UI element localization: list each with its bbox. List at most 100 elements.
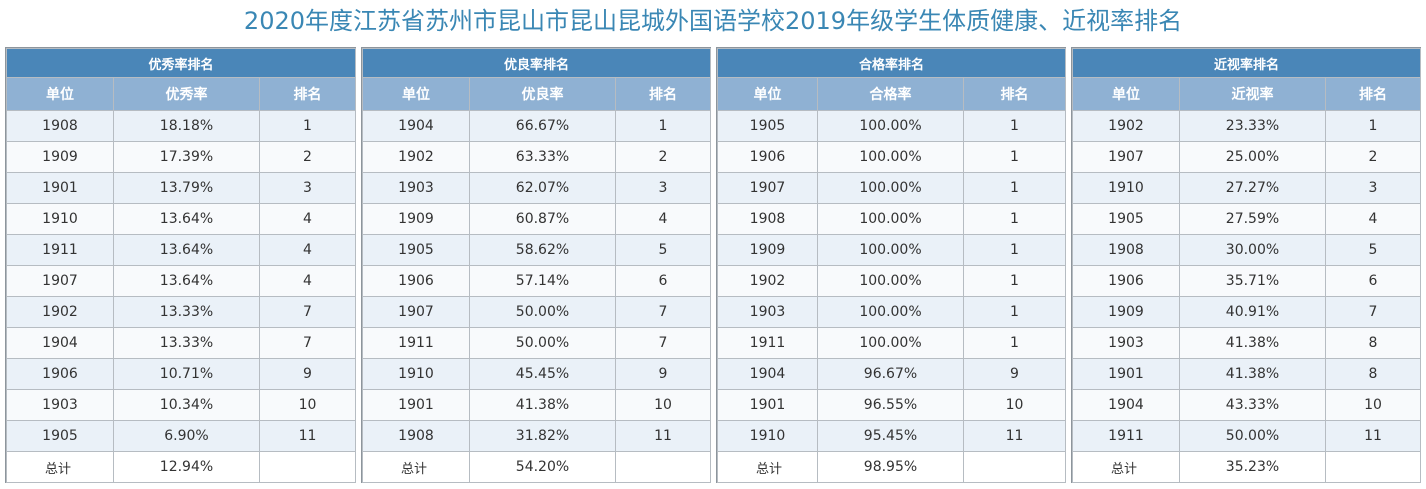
unit-cell: 1902 (717, 265, 818, 297)
rank-cell: 11 (258, 420, 357, 452)
rank-cell: 3 (614, 172, 712, 204)
column-header: 优良率 (469, 77, 616, 111)
table-row: 1911 100.00% 1 (717, 327, 1067, 359)
rate-cell: 41.38% (1179, 327, 1326, 359)
table-row: 1909 40.91% 7 (1072, 296, 1422, 328)
rate-cell: 100.00% (817, 265, 964, 297)
rank-cell: 10 (1324, 389, 1422, 421)
table-row: 1905 58.62% 5 (362, 234, 712, 266)
rank-cell: 8 (1324, 358, 1422, 390)
unit-cell: 1910 (1072, 172, 1180, 204)
rank-cell: 4 (258, 265, 357, 297)
table-row: 1907 50.00% 7 (362, 296, 712, 328)
unit-cell: 1910 (6, 203, 114, 235)
total-rank-empty (614, 451, 712, 483)
rate-cell: 60.87% (469, 203, 616, 235)
column-header: 排名 (962, 77, 1067, 111)
table-row: 1908 30.00% 5 (1072, 234, 1422, 266)
rate-cell: 17.39% (113, 141, 260, 173)
table-row: 1905 100.00% 1 (717, 110, 1067, 142)
unit-cell: 1909 (1072, 296, 1180, 328)
table-row: 1903 100.00% 1 (717, 296, 1067, 328)
section-title: 近视率排名 (1071, 48, 1422, 78)
column-header: 优秀率 (113, 77, 260, 111)
unit-cell: 1908 (6, 110, 114, 142)
table-row: 1901 41.38% 10 (362, 389, 712, 421)
rank-cell: 5 (1324, 234, 1422, 266)
unit-cell: 1907 (717, 172, 818, 204)
rate-cell: 25.00% (1179, 141, 1326, 173)
rank-cell: 6 (614, 265, 712, 297)
unit-cell: 1905 (1072, 203, 1180, 235)
unit-cell: 1901 (6, 172, 114, 204)
rate-cell: 13.33% (113, 327, 260, 359)
unit-cell: 1905 (6, 420, 114, 452)
column-header: 排名 (1324, 77, 1422, 111)
total-value: 54.20% (469, 451, 616, 483)
rank-cell: 11 (614, 420, 712, 452)
rate-cell: 100.00% (817, 172, 964, 204)
unit-cell: 1904 (717, 358, 818, 390)
column-header: 单位 (717, 77, 818, 111)
column-header: 单位 (1072, 77, 1180, 111)
unit-cell: 1907 (1072, 141, 1180, 173)
table-row: 1906 35.71% 6 (1072, 265, 1422, 297)
rate-cell: 57.14% (469, 265, 616, 297)
pass-rate-table: 合格率排名 单位 合格率 排名 1905 100.00% 1 1906 100.00% 1 1907… (716, 47, 1067, 483)
rate-cell: 43.33% (1179, 389, 1326, 421)
unit-cell: 1904 (6, 327, 114, 359)
unit-cell: 1904 (1072, 389, 1180, 421)
rate-cell: 95.45% (817, 420, 964, 452)
total-label: 总计 (362, 451, 470, 483)
rate-cell: 45.45% (469, 358, 616, 390)
rank-cell: 7 (614, 327, 712, 359)
rate-cell: 63.33% (469, 141, 616, 173)
table-row: 1902 23.33% 1 (1072, 110, 1422, 142)
table-row: 1911 13.64% 4 (6, 234, 357, 266)
rate-cell: 13.64% (113, 265, 260, 297)
rank-cell: 4 (258, 203, 357, 235)
unit-cell: 1905 (362, 234, 470, 266)
unit-cell: 1908 (717, 203, 818, 235)
unit-cell: 1905 (717, 110, 818, 142)
rank-cell: 1 (962, 141, 1067, 173)
unit-cell: 1908 (362, 420, 470, 452)
unit-cell: 1911 (362, 327, 470, 359)
rank-cell: 4 (258, 234, 357, 266)
unit-cell: 1906 (717, 141, 818, 173)
rate-cell: 18.18% (113, 110, 260, 142)
column-header: 单位 (362, 77, 470, 111)
unit-cell: 1902 (1072, 110, 1180, 142)
rate-cell: 13.33% (113, 296, 260, 328)
rank-cell: 11 (1324, 420, 1422, 452)
excellent-rate-table: 优秀率排名 单位 优秀率 排名 1908 18.18% 1 1909 17.39% 2 1901 13… (5, 47, 357, 483)
unit-cell: 1909 (6, 141, 114, 173)
rate-cell: 50.00% (469, 327, 616, 359)
table-row: 1909 17.39% 2 (6, 141, 357, 173)
table-row: 1902 100.00% 1 (717, 265, 1067, 297)
rate-cell: 58.62% (469, 234, 616, 266)
table-row: 1901 41.38% 8 (1072, 358, 1422, 390)
total-label: 总计 (717, 451, 818, 483)
table-row: 1910 13.64% 4 (6, 203, 357, 235)
rank-cell: 4 (1324, 203, 1422, 235)
table-row: 1910 27.27% 3 (1072, 172, 1422, 204)
rate-cell: 62.07% (469, 172, 616, 204)
table-row: 1908 18.18% 1 (6, 110, 357, 142)
unit-cell: 1910 (717, 420, 818, 452)
column-header: 排名 (614, 77, 712, 111)
unit-cell: 1907 (6, 265, 114, 297)
rate-cell: 100.00% (817, 327, 964, 359)
unit-cell: 1906 (1072, 265, 1180, 297)
rank-cell: 7 (258, 296, 357, 328)
rank-cell: 9 (962, 358, 1067, 390)
rate-cell: 100.00% (817, 296, 964, 328)
unit-cell: 1906 (362, 265, 470, 297)
rate-cell: 35.71% (1179, 265, 1326, 297)
rank-cell: 9 (258, 358, 357, 390)
rate-cell: 27.27% (1179, 172, 1326, 204)
rate-cell: 31.82% (469, 420, 616, 452)
rank-cell: 1 (962, 203, 1067, 235)
total-rank-empty (962, 451, 1067, 483)
rate-cell: 41.38% (1179, 358, 1326, 390)
